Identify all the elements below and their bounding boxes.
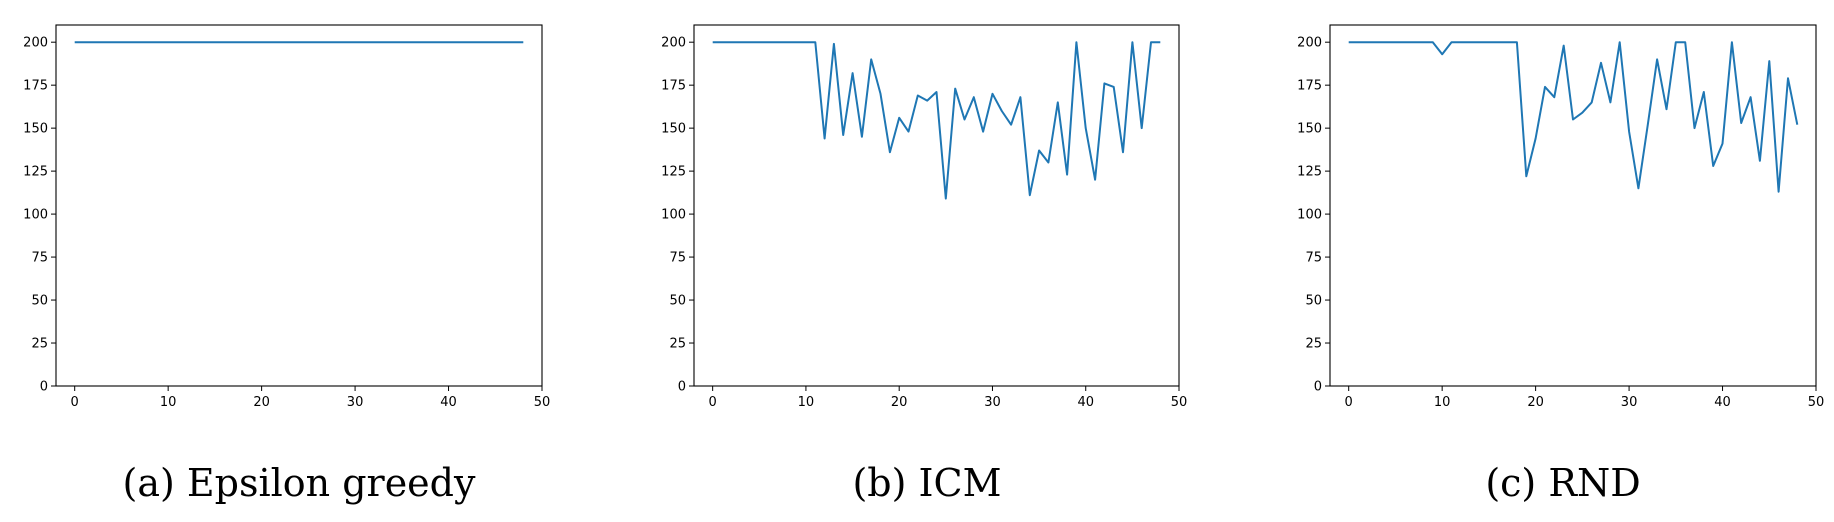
x-tick-label: 40 [440,395,457,410]
panel-caption: (a) Epsilon greedy [123,461,476,505]
y-tick-label: 125 [661,165,686,180]
y-tick-label: 75 [31,251,48,266]
y-tick-label: 100 [661,208,686,223]
y-tick-label: 75 [669,251,686,266]
y-axis: 0 25 50 75 100 125 150 175 200 [23,36,56,395]
x-tick-label: 10 [160,395,177,410]
x-tick-label: 0 [71,395,79,410]
x-tick-label: 20 [1527,395,1544,410]
x-tick-label: 50 [1808,395,1825,410]
x-axis: 0 10 20 30 40 50 [71,386,551,410]
y-tick-label: 0 [678,380,686,395]
x-tick-label: 10 [1434,395,1451,410]
x-tick-label: 20 [891,395,908,410]
x-axis: 0 10 20 30 40 50 [1345,386,1825,410]
panel-caption: (c) RND [1485,461,1640,505]
y-tick-label: 25 [31,337,48,352]
y-tick-label: 50 [669,294,686,309]
y-tick-label: 200 [23,36,48,51]
x-tick-label: 40 [1077,395,1094,410]
plot-frame [55,24,543,387]
y-tick-label: 25 [669,337,686,352]
y-tick-label: 175 [1297,79,1322,94]
x-tick-label: 30 [347,395,364,410]
plot-frame [1329,24,1817,387]
x-tick-label: 20 [253,395,270,410]
y-tick-label: 100 [1297,208,1322,223]
x-tick-label: 0 [1345,395,1353,410]
x-tick-label: 50 [534,395,551,410]
y-tick-label: 150 [23,122,48,137]
panel-epsilon-greedy: 0 25 50 75 100 125 150 175 200 0 10 20 30 40 50 (a) E… [23,24,551,505]
series-line [1348,41,1799,193]
panel-rnd: 0 25 50 75 100 125 150 175 200 0 10 20 30 40 50 (c) R… [1297,24,1825,505]
y-tick-label: 125 [1297,165,1322,180]
x-tick-label: 40 [1714,395,1731,410]
y-tick-label: 50 [1305,294,1322,309]
y-tick-label: 150 [661,122,686,137]
y-tick-label: 175 [661,79,686,94]
y-tick-label: 200 [1297,36,1322,51]
y-tick-label: 0 [40,380,48,395]
y-tick-label: 100 [23,208,48,223]
x-tick-label: 30 [984,395,1001,410]
y-tick-label: 150 [1297,122,1322,137]
y-tick-label: 200 [661,36,686,51]
y-tick-label: 175 [23,79,48,94]
x-tick-label: 30 [1621,395,1638,410]
x-tick-label: 0 [709,395,717,410]
y-tick-label: 0 [1314,380,1322,395]
panel-caption: (b) ICM [852,461,1001,505]
y-axis: 0 25 50 75 100 125 150 175 200 [661,36,694,395]
series-line [712,41,1161,200]
plot-frame [693,24,1180,387]
y-tick-label: 125 [23,165,48,180]
panel-icm: 0 25 50 75 100 125 150 175 200 0 10 20 30 40 50 (b) I… [661,24,1188,505]
x-tick-label: 10 [798,395,815,410]
y-tick-label: 75 [1305,251,1322,266]
x-axis: 0 10 20 30 40 50 [709,386,1188,410]
y-tick-label: 25 [1305,337,1322,352]
y-axis: 0 25 50 75 100 125 150 175 200 [1297,36,1330,395]
y-tick-label: 50 [31,294,48,309]
x-tick-label: 50 [1171,395,1188,410]
